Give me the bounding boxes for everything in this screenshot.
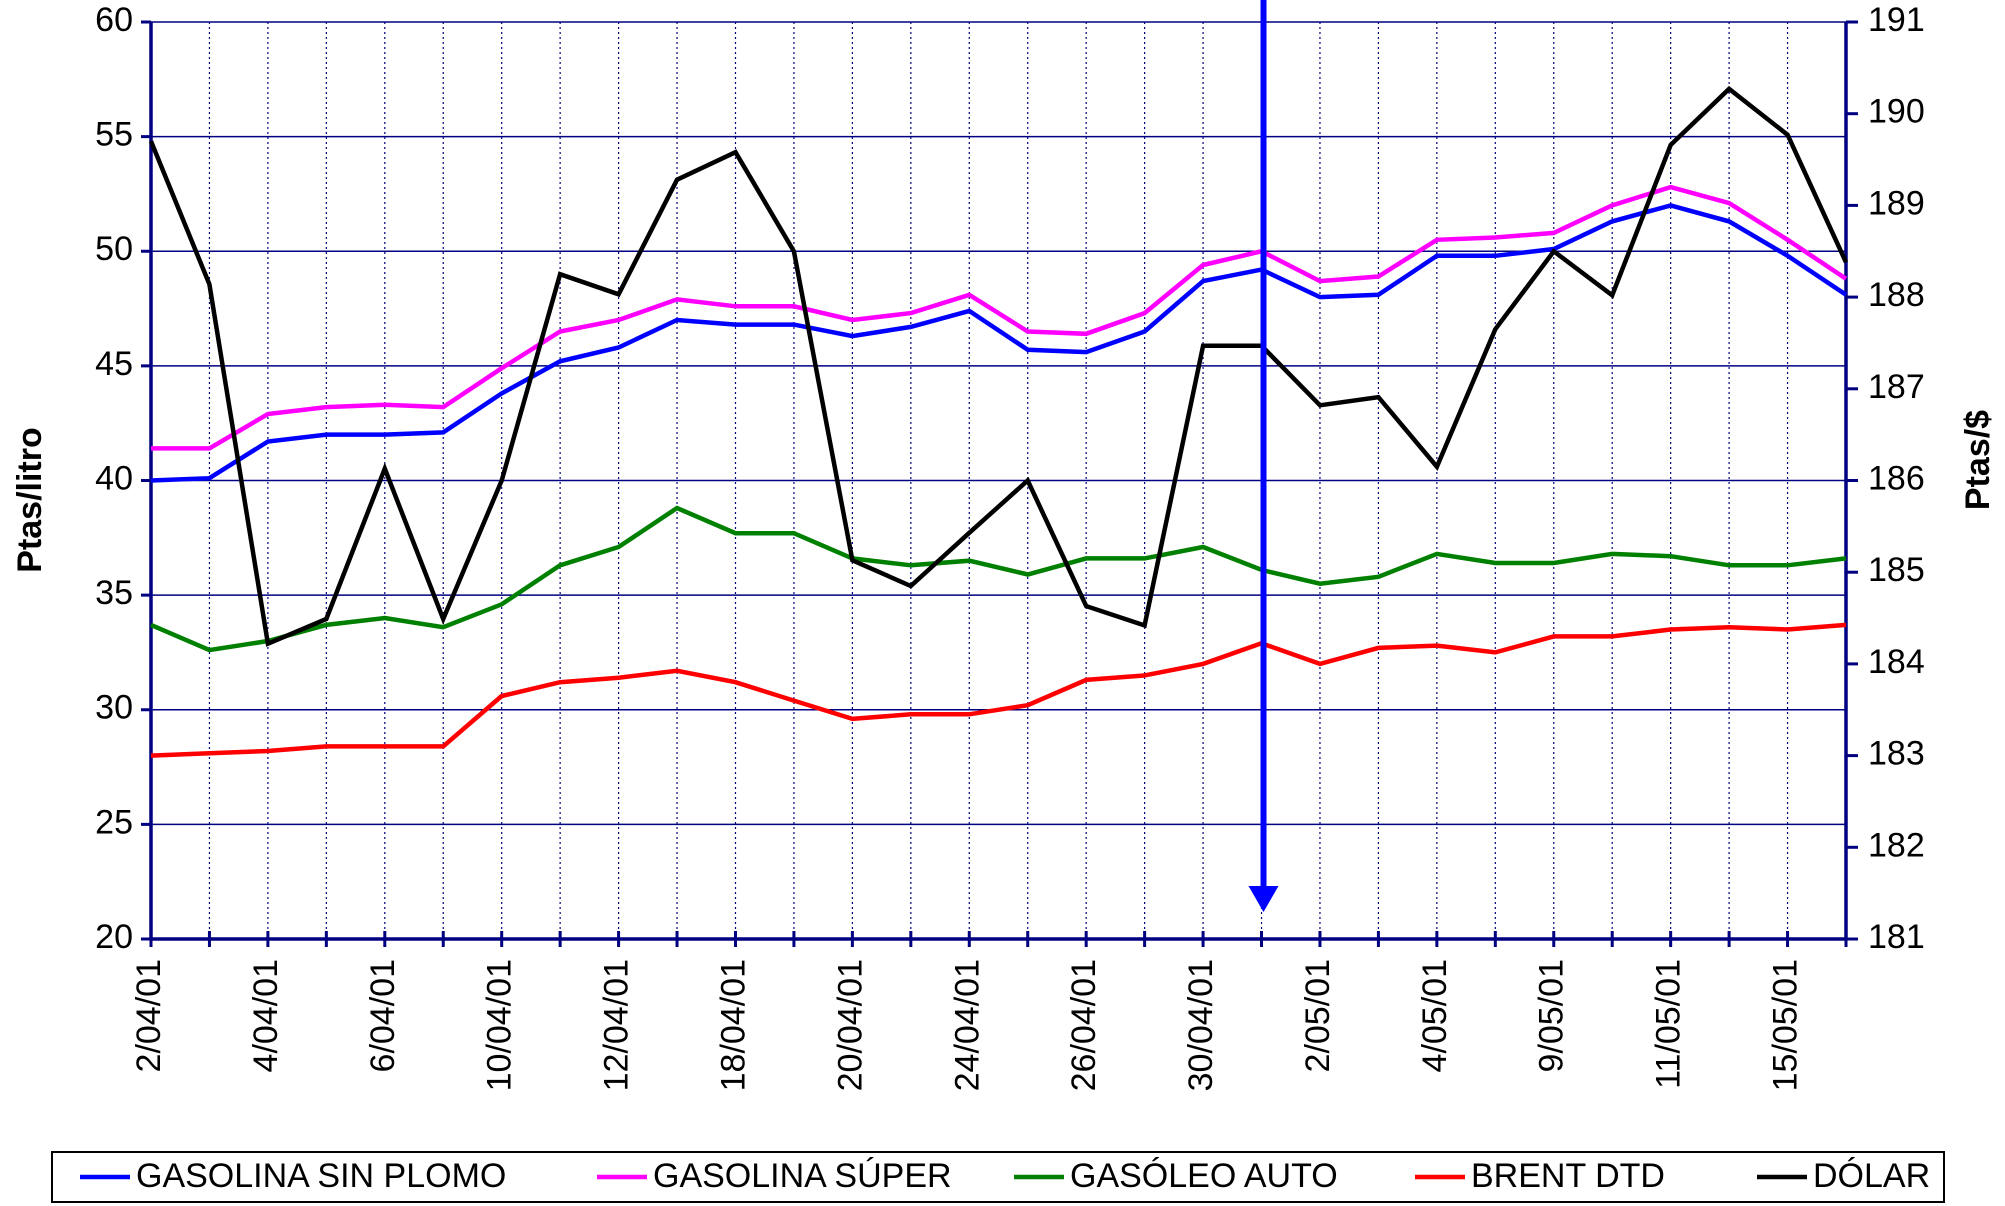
y-tick-label: 50 bbox=[95, 230, 133, 268]
y-axis-title: Ptas/litro bbox=[11, 427, 49, 572]
series-line bbox=[150, 505, 1847, 653]
x-tick-label: 4/05/01 bbox=[1416, 959, 1454, 1072]
y2-tick-label: 184 bbox=[1868, 643, 1925, 681]
series-line bbox=[151, 184, 1848, 451]
x-tick-label: 30/04/01 bbox=[1182, 959, 1220, 1091]
x-tick-label: 2/04/01 bbox=[130, 959, 168, 1072]
legend-label: BRENT DTD bbox=[1471, 1157, 1665, 1195]
legend-box bbox=[51, 1151, 1945, 1203]
x-tick-label: 26/04/01 bbox=[1065, 959, 1103, 1091]
y2-tick-label: 187 bbox=[1868, 368, 1925, 406]
y2-tick-label: 190 bbox=[1868, 93, 1925, 131]
x-tick-label: 12/04/01 bbox=[598, 959, 636, 1091]
x-tick-label: 20/04/01 bbox=[831, 959, 869, 1091]
x-tick-label: 11/05/01 bbox=[1650, 959, 1688, 1089]
y-tick-label: 20 bbox=[95, 918, 133, 956]
y2-tick-label: 189 bbox=[1868, 184, 1925, 222]
x-tick-label: 2/05/01 bbox=[1299, 959, 1337, 1072]
y2-tick-label: 185 bbox=[1868, 551, 1925, 589]
legend-label: GASÓLEO AUTO bbox=[1070, 1157, 1338, 1195]
series-line bbox=[150, 622, 1847, 758]
y-tick-label: 45 bbox=[95, 345, 133, 383]
x-tick-label: 9/05/01 bbox=[1533, 959, 1571, 1072]
y2-tick-label: 186 bbox=[1868, 459, 1925, 497]
series-line bbox=[148, 85, 1849, 647]
y-tick-label: 30 bbox=[95, 689, 133, 727]
x-tick-label: 10/04/01 bbox=[481, 959, 519, 1091]
y2-axis-title: Ptas/$ bbox=[1959, 410, 1997, 510]
x-tick-label: 18/04/01 bbox=[714, 959, 752, 1091]
annotation-arrowhead bbox=[1248, 886, 1279, 912]
y2-tick-label: 181 bbox=[1868, 918, 1925, 956]
x-tick-label: 6/04/01 bbox=[364, 959, 402, 1072]
x-tick-label: 4/04/01 bbox=[247, 959, 285, 1072]
y2-tick-label: 183 bbox=[1868, 735, 1925, 773]
y2-tick-label: 188 bbox=[1868, 276, 1925, 314]
y2-tick-label: 182 bbox=[1868, 826, 1925, 864]
x-tick-label: 15/05/01 bbox=[1767, 959, 1805, 1091]
y-tick-label: 55 bbox=[95, 116, 133, 154]
series-line bbox=[150, 203, 1848, 483]
y-tick-label: 35 bbox=[95, 574, 133, 612]
y-tick-label: 40 bbox=[95, 459, 133, 497]
y2-tick-label: 191 bbox=[1868, 1, 1925, 39]
y-tick-label: 25 bbox=[95, 803, 133, 841]
legend-label: GASOLINA SÚPER bbox=[653, 1157, 952, 1195]
x-tick-label: 24/04/01 bbox=[948, 959, 986, 1091]
y-tick-label: 60 bbox=[95, 1, 133, 39]
legend-label: DÓLAR bbox=[1813, 1157, 1930, 1195]
legend-label: GASOLINA SIN PLOMO bbox=[136, 1157, 506, 1195]
